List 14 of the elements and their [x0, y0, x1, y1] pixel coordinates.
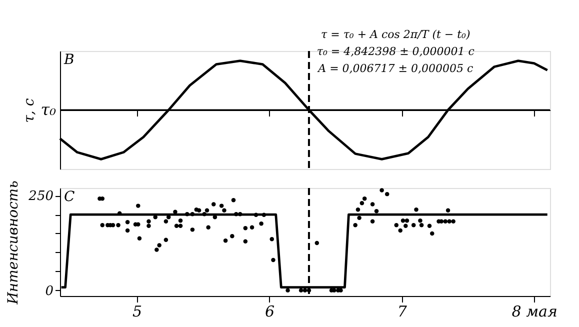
y-axis-title: τ, c: [22, 98, 38, 123]
y-axis-title: Интенсивность: [6, 180, 22, 306]
y-tick-label: 0: [45, 284, 54, 299]
x-tick-label: 6: [264, 302, 275, 320]
text: τ₀ = 4,842398 ± 0,000001 c: [316, 45, 474, 58]
annotation: A = 0,006717 ± 0,000005 c: [317, 62, 474, 75]
x-tick-label: 5: [132, 302, 142, 320]
x-tick-label: 7: [397, 302, 408, 320]
x-tick-label: 8 мая: [512, 302, 558, 320]
annotation: B: [63, 52, 74, 68]
annotation: C: [64, 189, 75, 205]
ref-line-label: τ₀: [40, 100, 57, 119]
y-tick-label: 250: [28, 189, 54, 204]
text: τ = τ₀ + A cos 2π/T (t − t₀): [321, 28, 470, 41]
